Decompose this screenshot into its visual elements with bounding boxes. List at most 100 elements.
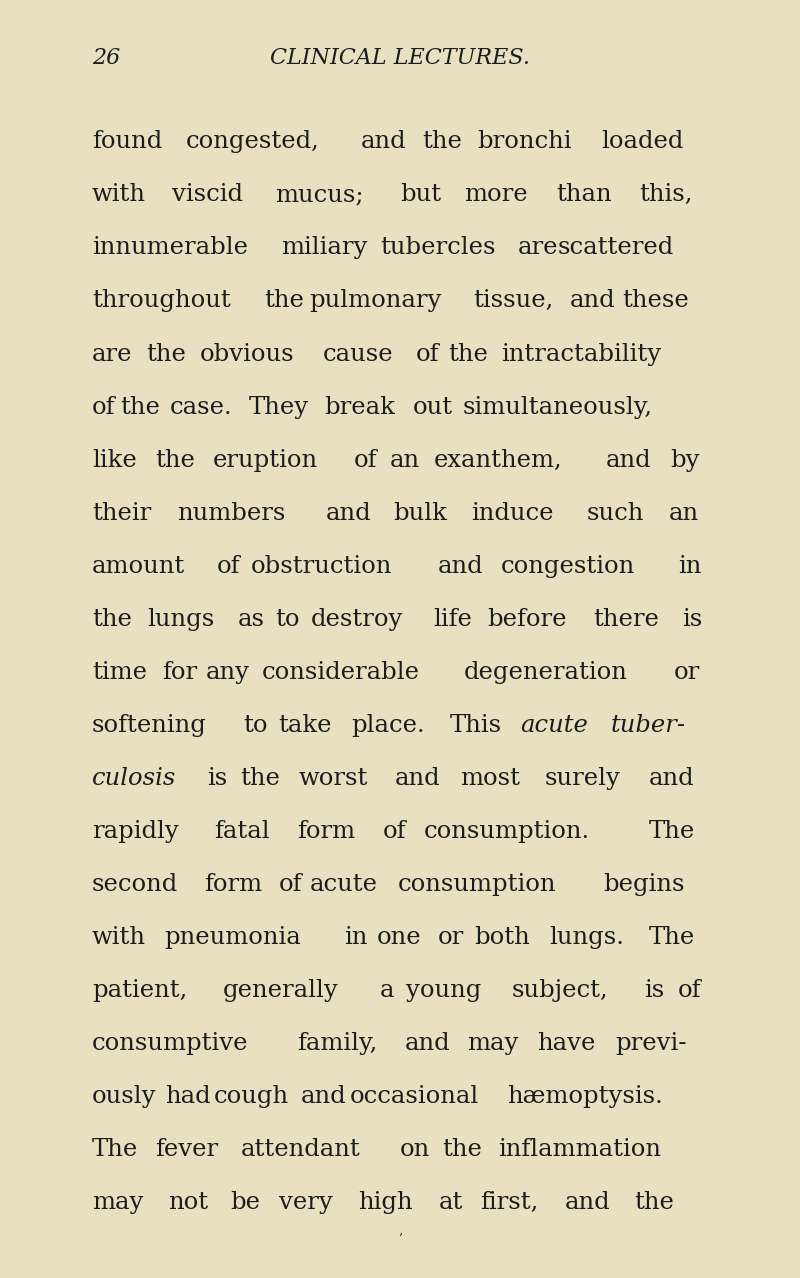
Text: cough: cough — [214, 1085, 290, 1108]
Text: induce: induce — [471, 501, 554, 524]
Text: pulmonary: pulmonary — [309, 289, 442, 312]
Text: generally: generally — [222, 979, 338, 1002]
Text: and: and — [395, 767, 441, 790]
Text: to: to — [276, 607, 300, 630]
Text: very: very — [278, 1191, 333, 1214]
Text: attendant: attendant — [241, 1137, 361, 1160]
Text: the: the — [146, 343, 186, 366]
Text: this,: this, — [639, 183, 693, 206]
Text: The: The — [648, 925, 694, 948]
Text: is: is — [682, 607, 702, 630]
Text: and: and — [566, 1191, 611, 1214]
Text: begins: begins — [603, 873, 684, 896]
Text: and: and — [649, 767, 694, 790]
Text: congestion: congestion — [501, 555, 634, 578]
Text: bulk: bulk — [393, 501, 447, 524]
Text: there: there — [594, 607, 659, 630]
Text: second: second — [92, 873, 178, 896]
Text: lungs.: lungs. — [549, 925, 624, 948]
Text: throughout: throughout — [92, 289, 230, 312]
Text: the: the — [264, 289, 304, 312]
Text: tuber-: tuber- — [611, 713, 686, 736]
Text: take: take — [278, 713, 332, 736]
Text: of: of — [217, 555, 240, 578]
Text: as: as — [238, 607, 264, 630]
Text: be: be — [230, 1191, 260, 1214]
Text: fatal: fatal — [214, 819, 270, 842]
Text: and: and — [438, 555, 483, 578]
Text: is: is — [207, 767, 228, 790]
Text: of: of — [382, 819, 406, 842]
Text: eruption: eruption — [212, 449, 318, 472]
Text: case.: case. — [170, 395, 232, 418]
Text: the: the — [634, 1191, 674, 1214]
Text: before: before — [487, 607, 566, 630]
Text: 26: 26 — [92, 47, 120, 69]
Text: The: The — [92, 1137, 138, 1160]
Text: of: of — [416, 343, 439, 366]
Text: these: these — [622, 289, 689, 312]
Text: consumption.: consumption. — [423, 819, 590, 842]
Text: the: the — [442, 1137, 482, 1160]
Text: surely: surely — [545, 767, 620, 790]
Text: intractability: intractability — [502, 343, 662, 366]
Text: fever: fever — [155, 1137, 218, 1160]
Text: ’: ’ — [398, 1233, 402, 1246]
Text: break: break — [324, 395, 394, 418]
Text: miliary: miliary — [282, 236, 368, 259]
Text: by: by — [670, 449, 699, 472]
Text: innumerable: innumerable — [92, 236, 248, 259]
Text: an: an — [390, 449, 420, 472]
Text: of: of — [279, 873, 302, 896]
Text: both: both — [474, 925, 530, 948]
Text: had: had — [166, 1085, 211, 1108]
Text: worst: worst — [298, 767, 368, 790]
Text: loaded: loaded — [602, 130, 684, 153]
Text: and: and — [302, 1085, 347, 1108]
Text: time: time — [92, 661, 147, 684]
Text: out: out — [413, 395, 454, 418]
Text: in: in — [678, 555, 702, 578]
Text: consumptive: consumptive — [92, 1031, 249, 1054]
Text: tissue,: tissue, — [473, 289, 554, 312]
Text: obstruction: obstruction — [251, 555, 392, 578]
Text: scattered: scattered — [558, 236, 674, 259]
Text: the: the — [422, 130, 462, 153]
Text: life: life — [434, 607, 473, 630]
Text: most: most — [460, 767, 520, 790]
Text: family,: family, — [298, 1031, 378, 1054]
Text: ously: ously — [92, 1085, 157, 1108]
Text: the: the — [241, 767, 280, 790]
Text: for: for — [162, 661, 197, 684]
Text: or: or — [674, 661, 700, 684]
Text: have: have — [537, 1031, 595, 1054]
Text: and: and — [361, 130, 406, 153]
Text: and: and — [606, 449, 651, 472]
Text: but: but — [400, 183, 441, 206]
Text: with: with — [92, 925, 146, 948]
Text: one: one — [377, 925, 422, 948]
Text: with: with — [92, 183, 146, 206]
Text: obvious: obvious — [199, 343, 294, 366]
Text: of: of — [678, 979, 701, 1002]
Text: a: a — [380, 979, 394, 1002]
Text: young: young — [406, 979, 482, 1002]
Text: bronchi: bronchi — [477, 130, 571, 153]
Text: in: in — [344, 925, 367, 948]
Text: any: any — [206, 661, 250, 684]
Text: cause: cause — [323, 343, 394, 366]
Text: rapidly: rapidly — [92, 819, 178, 842]
Text: culosis: culosis — [92, 767, 176, 790]
Text: place.: place. — [351, 713, 425, 736]
Text: occasional: occasional — [350, 1085, 479, 1108]
Text: tubercles: tubercles — [381, 236, 496, 259]
Text: lungs: lungs — [147, 607, 214, 630]
Text: or: or — [438, 925, 463, 948]
Text: the: the — [155, 449, 195, 472]
Text: inflammation: inflammation — [498, 1137, 661, 1160]
Text: CLINICAL LECTURES.: CLINICAL LECTURES. — [270, 47, 530, 69]
Text: acute: acute — [520, 713, 588, 736]
Text: and: and — [570, 289, 615, 312]
Text: than: than — [557, 183, 612, 206]
Text: and: and — [326, 501, 371, 524]
